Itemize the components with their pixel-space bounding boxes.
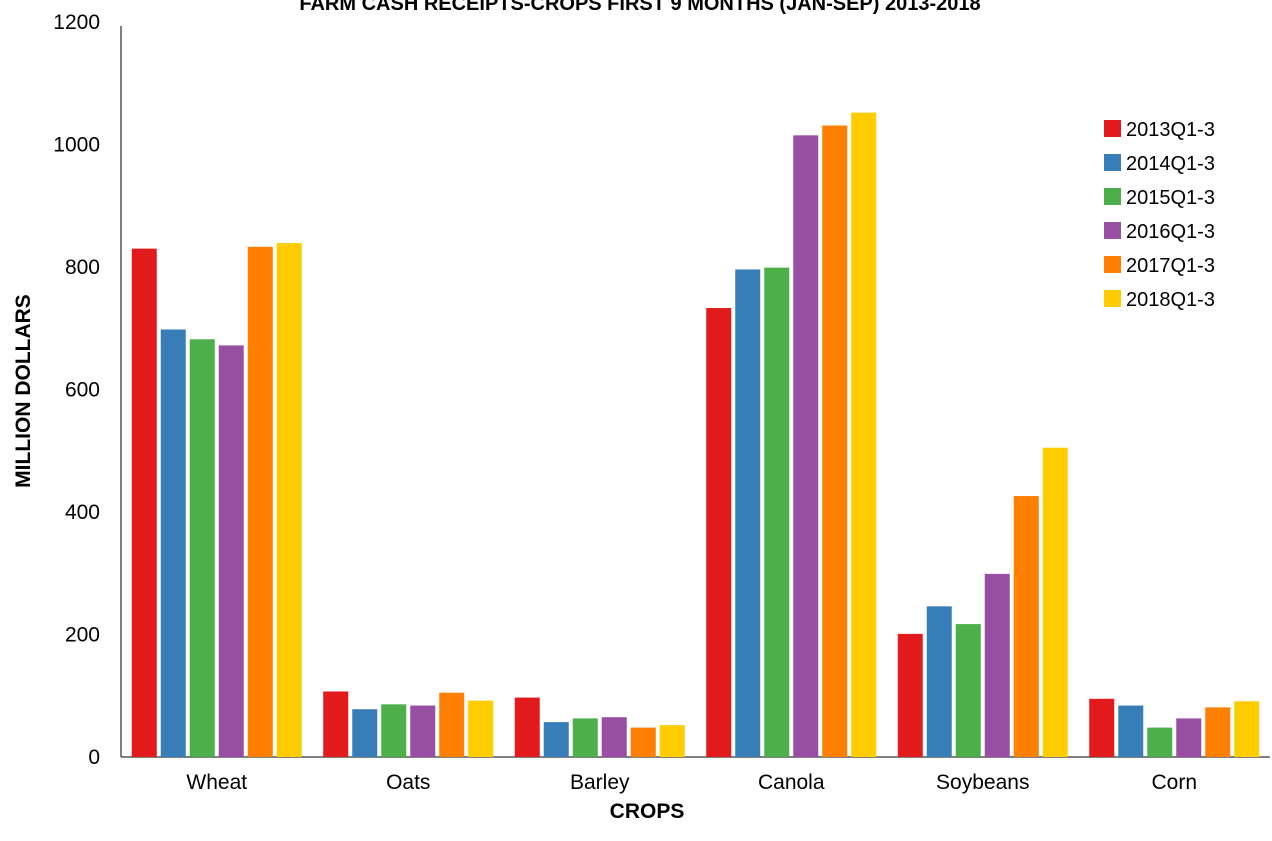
bar — [735, 269, 761, 757]
bar — [131, 248, 157, 757]
bar — [1042, 447, 1068, 757]
x-tick-label: Soybeans — [936, 771, 1029, 794]
y-tick-label: 400 — [65, 501, 100, 524]
bars — [131, 112, 1260, 758]
bar — [706, 308, 732, 757]
y-tick-label: 600 — [65, 379, 100, 402]
bar — [1118, 705, 1144, 757]
legend-label: 2013Q1-3 — [1126, 119, 1215, 141]
x-tick-labels: Wheat Oats Barley Canola Soybeans Corn — [186, 771, 1197, 794]
legend-swatch — [1104, 222, 1121, 239]
legend-label: 2017Q1-3 — [1126, 255, 1215, 277]
bar — [955, 624, 981, 757]
bar — [276, 243, 302, 758]
x-axis-label: CROPS — [610, 800, 685, 823]
bar — [822, 125, 848, 757]
bar — [468, 700, 494, 757]
bar — [793, 135, 819, 757]
bar — [381, 704, 407, 757]
bar — [1013, 496, 1039, 757]
bar — [247, 246, 273, 757]
y-tick-label: 800 — [65, 256, 100, 279]
x-tick-label: Wheat — [186, 771, 247, 794]
bar — [1234, 701, 1260, 757]
y-axis-label: MILLION DOLLARS — [12, 294, 35, 488]
chart-title: FARM CASH RECEIPTS-CROPS FIRST 9 MONTHS … — [299, 0, 980, 15]
bar — [926, 606, 952, 757]
bar — [1205, 707, 1231, 757]
bar — [984, 573, 1010, 757]
y-tick-labels: 0 200 400 600 800 1000 1200 — [53, 11, 100, 769]
bar — [514, 697, 540, 757]
bar — [572, 718, 598, 757]
legend-label: 2014Q1-3 — [1126, 153, 1215, 175]
bar — [189, 339, 215, 757]
bar — [851, 112, 877, 757]
legend-swatch — [1104, 290, 1121, 307]
bar — [1147, 727, 1173, 757]
x-tick-label: Barley — [570, 771, 630, 794]
bar — [218, 345, 244, 757]
bar — [352, 709, 378, 757]
bar — [160, 329, 186, 757]
legend-label: 2018Q1-3 — [1126, 289, 1215, 311]
legend-swatch — [1104, 154, 1121, 171]
legend-label: 2016Q1-3 — [1126, 221, 1215, 243]
legend-swatch — [1104, 256, 1121, 273]
bar — [543, 722, 569, 757]
bar — [1176, 718, 1202, 757]
y-tick-label: 0 — [88, 746, 100, 769]
x-tick-label: Corn — [1151, 771, 1197, 794]
bar — [323, 691, 349, 757]
legend: 2013Q1-3 2014Q1-3 2015Q1-3 2016Q1-3 2017Q1-3… — [1104, 119, 1215, 311]
legend-label: 2015Q1-3 — [1126, 187, 1215, 209]
y-tick-label: 1200 — [53, 11, 100, 34]
x-tick-label: Oats — [386, 771, 430, 794]
legend-swatch — [1104, 188, 1121, 205]
bar — [1089, 698, 1115, 757]
y-tick-label: 1000 — [53, 134, 100, 157]
y-tick-label: 200 — [65, 624, 100, 647]
bar — [410, 705, 436, 757]
bar — [764, 267, 790, 757]
bar — [601, 717, 627, 757]
legend-swatch — [1104, 120, 1121, 137]
bar — [439, 692, 465, 757]
bar — [659, 725, 685, 757]
bar — [630, 727, 656, 757]
x-tick-label: Canola — [758, 771, 825, 794]
bar — [897, 633, 923, 757]
